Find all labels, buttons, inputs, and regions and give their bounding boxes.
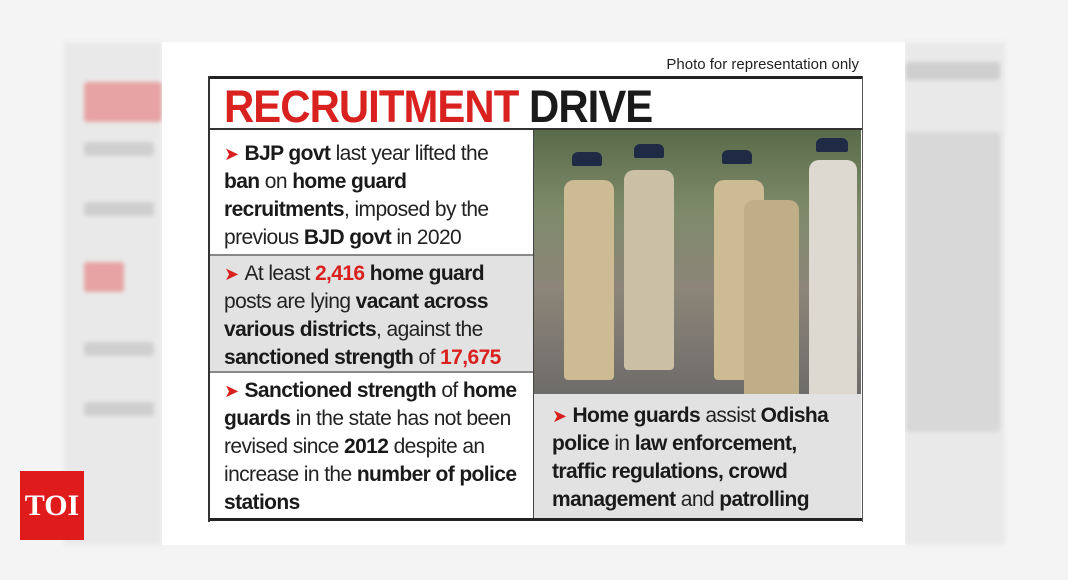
bold-text: home guard: [364, 262, 485, 285]
text: At least: [244, 262, 315, 285]
text: and: [675, 488, 720, 511]
text: last year lifted the: [330, 142, 489, 165]
bullet-4: ➤ Home guards assist Odisha police in law…: [534, 394, 861, 518]
infographic-frame: RECRUITMENT DRIVE ➤ BJP govt last year li…: [208, 76, 863, 522]
bullet-3: ➤ Sanctioned strength of home guards in t…: [210, 373, 533, 518]
headline-red: RECRUITMENT: [224, 81, 519, 132]
text: in: [609, 432, 635, 455]
text: posts are lying: [224, 290, 356, 313]
police-home-guards-photo: [534, 130, 861, 394]
photo-credit: Photo for representation only: [666, 56, 859, 73]
text: , imposed by the previous: [224, 198, 489, 249]
text: in 2020: [391, 226, 462, 249]
bold-text: Home guards: [572, 404, 701, 427]
bold-text: vacant across various districts: [224, 290, 489, 341]
bold-text: home guards: [224, 379, 517, 430]
arrow-icon: ➤: [224, 144, 239, 164]
text: despite an increase in the: [224, 435, 485, 486]
bold-text: 2012: [344, 435, 389, 458]
top-rule: [210, 76, 862, 79]
blurred-background-right: [905, 42, 1005, 545]
arrow-icon: ➤: [224, 264, 239, 284]
bold-text: sanctioned strength: [224, 346, 414, 369]
highlight-number: 17,675: [440, 346, 501, 369]
arrow-icon: ➤: [552, 406, 567, 426]
bullet-1: ➤ BJP govt last year lifted the ban on ho…: [210, 130, 533, 256]
bold-text: Sanctioned strength: [244, 379, 437, 402]
infographic: Photo for representation only RECRUITMEN…: [162, 42, 905, 545]
bold-text: BJP govt: [244, 142, 331, 165]
text: assist: [700, 404, 761, 427]
text: , against the: [376, 318, 483, 341]
bold-text: BJD govt: [303, 226, 392, 249]
bold-text: law enforcement, traffic regulations, cr…: [552, 432, 797, 511]
headline-black: DRIVE: [529, 81, 653, 132]
blurred-background-left: [64, 42, 162, 545]
bold-text: ban: [224, 170, 260, 193]
text: of: [413, 346, 441, 369]
arrow-icon: ➤: [224, 381, 239, 401]
text: in the state has not been revised since: [224, 407, 511, 458]
bold-text: number of police stations: [224, 463, 517, 514]
text: of: [436, 379, 463, 402]
title-rule: [210, 128, 862, 130]
bold-text: Odisha police: [552, 404, 829, 455]
bottom-rule: [210, 518, 862, 521]
bullet-2: ➤ At least 2,416 home guard posts are lyi…: [210, 256, 533, 373]
headline: RECRUITMENT DRIVE: [224, 81, 653, 133]
highlight-number: 2,416: [314, 262, 365, 285]
toi-logo: TOI: [20, 471, 84, 540]
bold-text: home guard recruitments: [224, 170, 407, 221]
bold-text: patrolling: [719, 488, 809, 511]
column-divider: [533, 130, 534, 518]
text: on: [259, 170, 293, 193]
